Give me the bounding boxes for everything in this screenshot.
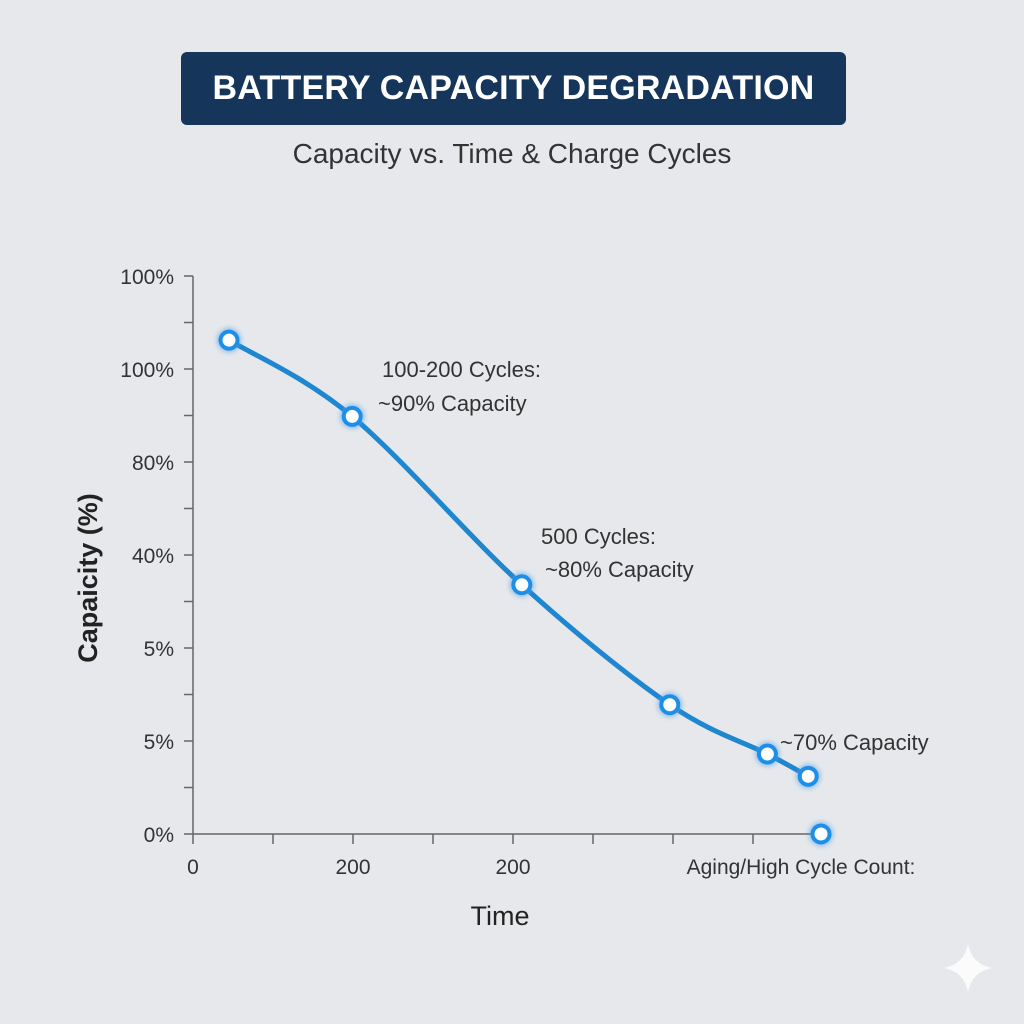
x-axis-title: Time [471,901,530,931]
annotations: 100-200 Cycles: ~90% Capacity 500 Cycles… [378,357,929,755]
annotation-80-capacity: ~80% Capacity [545,557,694,582]
title-banner: BATTERY CAPACITY DEGRADATION [181,52,846,125]
y-tick-label: 5% [144,731,174,754]
x-tick-label: Aging/High Cycle Count: [687,856,916,879]
points-layer [218,329,832,845]
chart-subtitle: Capacity vs. Time & Charge Cycles [292,138,732,169]
y-tick-label: 80% [132,452,174,475]
y-axis-title: Capaicity (%) [73,493,103,663]
y-tick-label: 100% [120,266,174,289]
data-point [218,329,240,351]
x-tick-label: 200 [495,856,530,879]
y-tick-label: 40% [132,545,174,568]
annotation-100-200-cycles: 100-200 Cycles: [382,357,541,382]
data-point [511,574,533,596]
y-tick-label: 5% [144,638,174,661]
axes: 0% 5% 5% 40% 80% 100% 100% 0 200 200 Aging/High Cy… [120,266,915,879]
data-point [341,405,363,427]
x-tick-label: 0 [187,856,199,879]
y-tick-label: 0% [144,824,174,847]
annotation-70-capacity: ~70% Capacity [780,730,929,755]
annotation-500-cycles: 500 Cycles: [541,524,656,549]
data-point [659,694,681,716]
sparkle-icon [944,944,992,992]
annotation-90-capacity: ~90% Capacity [378,391,527,416]
y-tick-label: 100% [120,359,174,382]
data-point [797,765,819,787]
data-point [756,743,778,765]
data-point [810,823,832,845]
x-tick-label: 200 [335,856,370,879]
chart-title: BATTERY CAPACITY DEGRADATION [212,69,815,107]
